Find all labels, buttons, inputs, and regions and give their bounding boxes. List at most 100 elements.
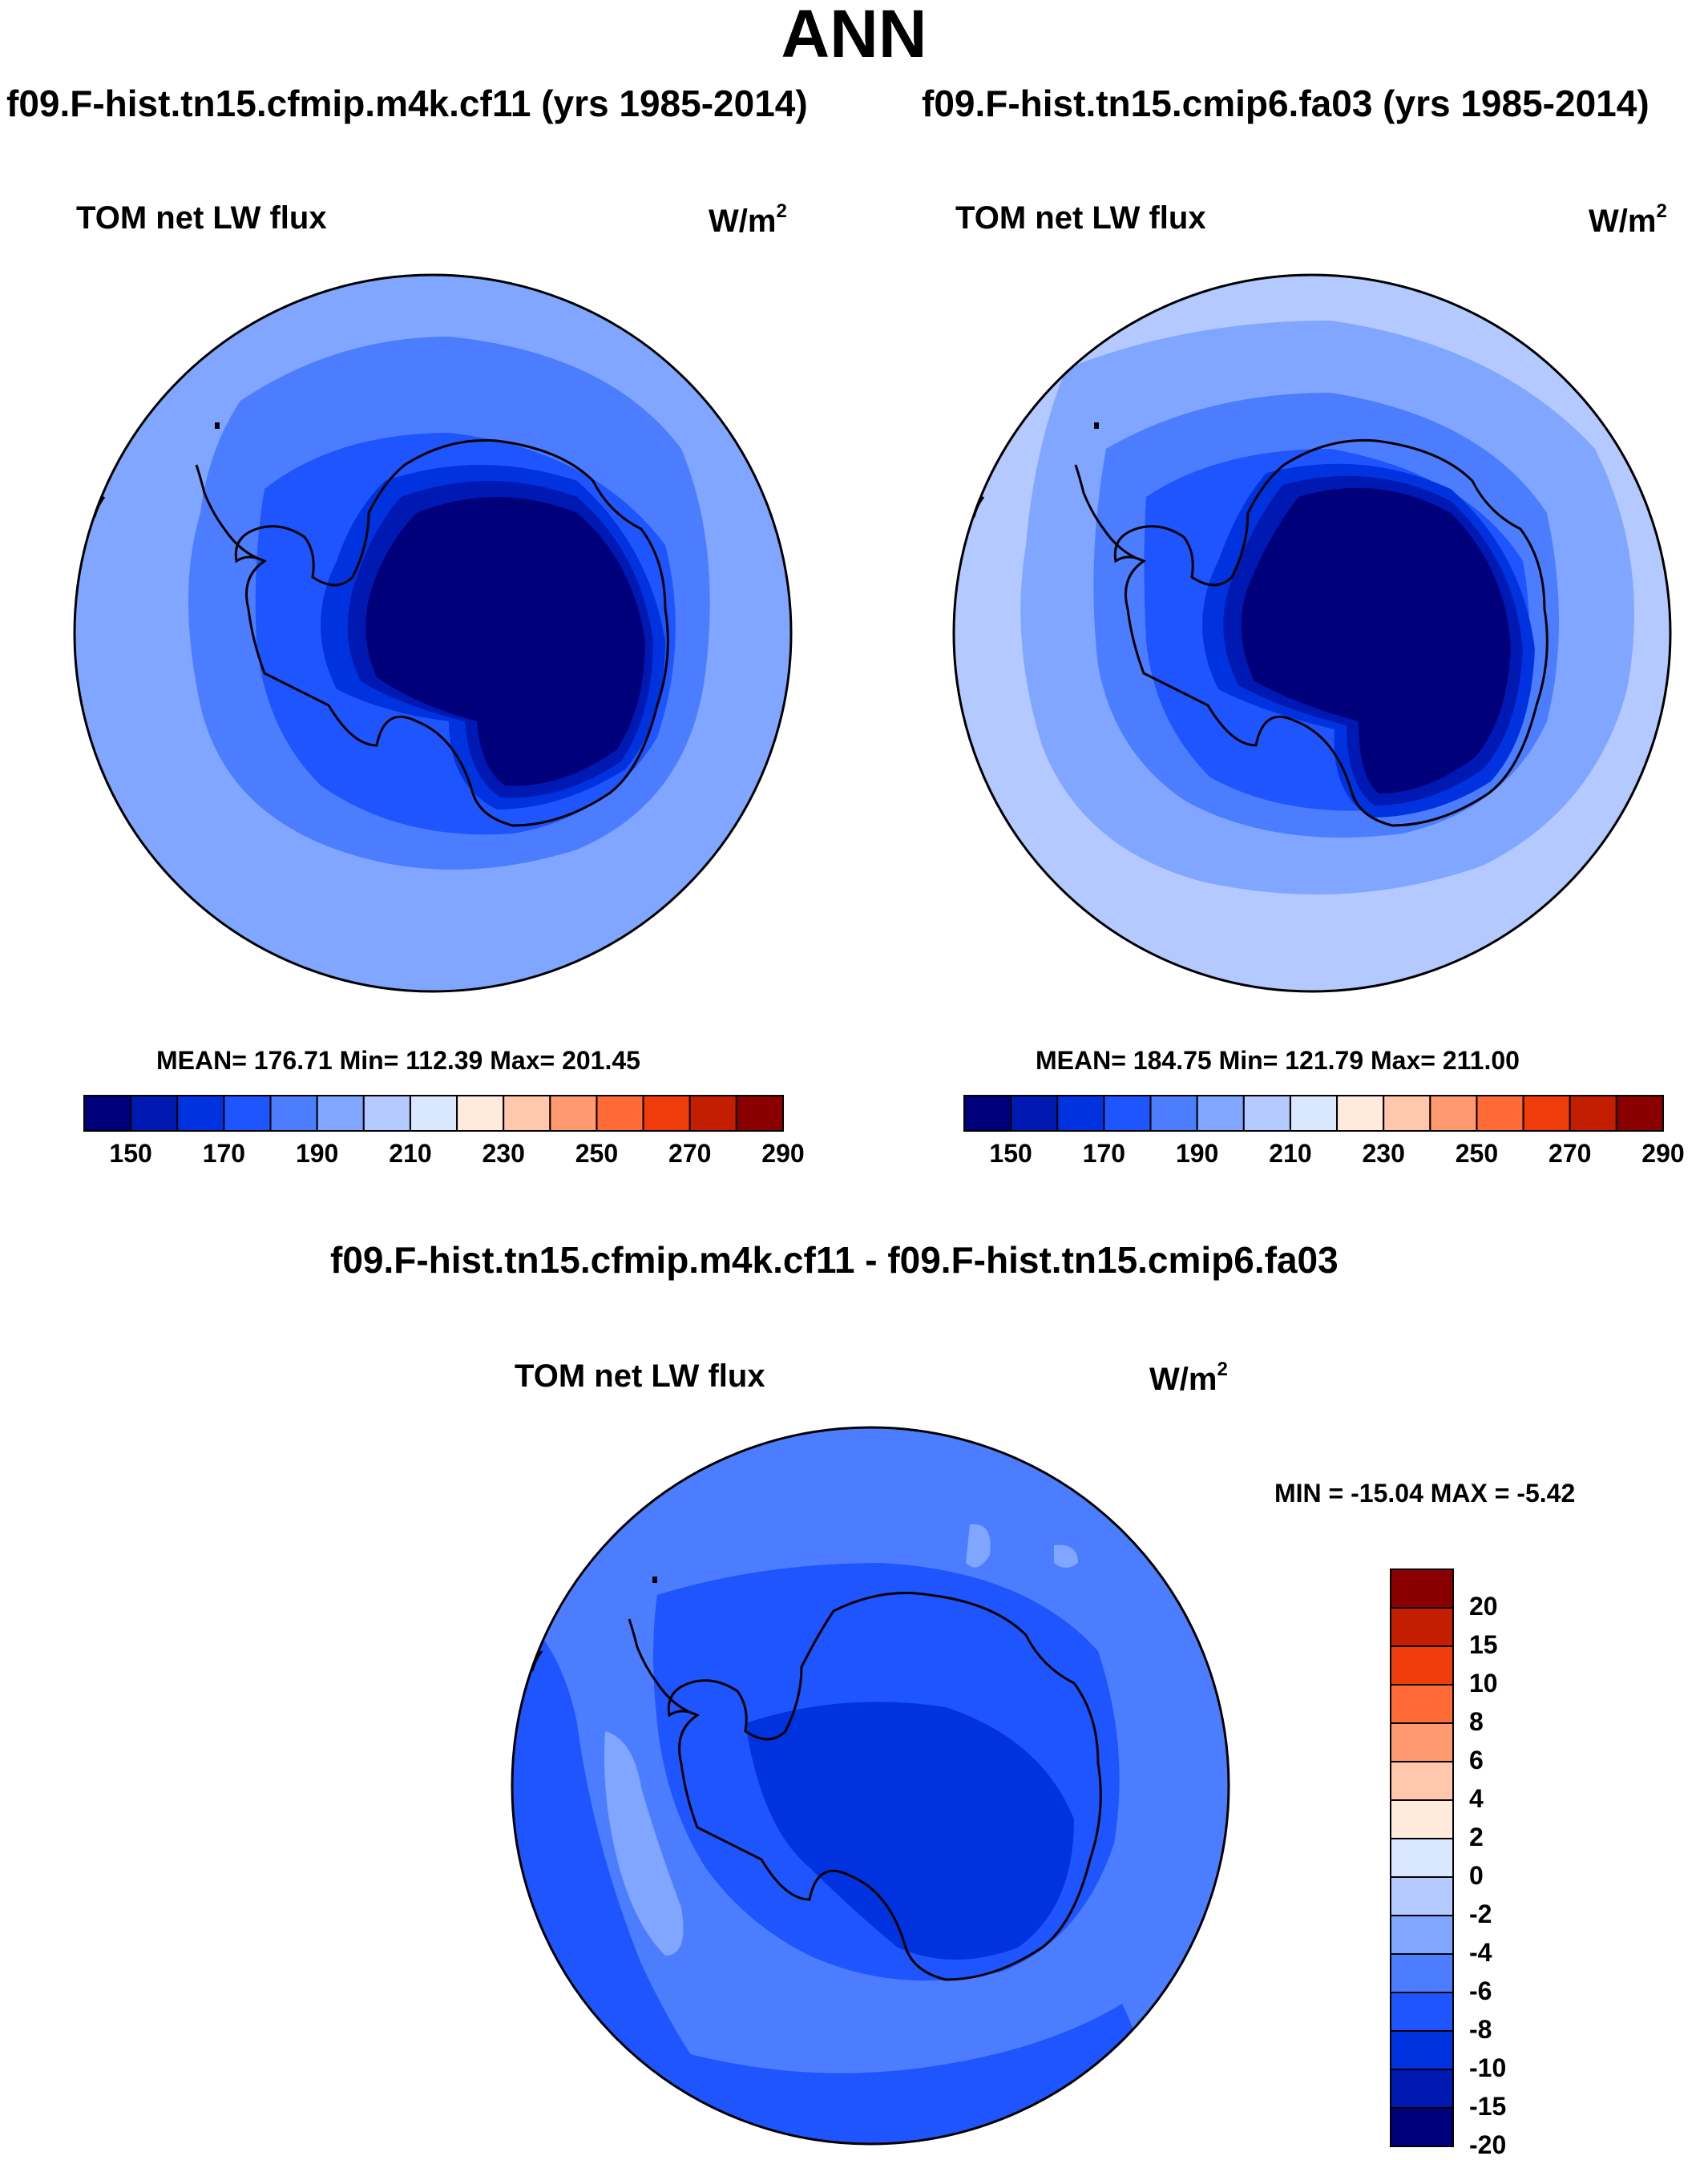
diff-antarctic-peninsula: [628, 1618, 698, 1717]
diff-colorbar-tick-label: -10: [1469, 2053, 1507, 2082]
diff-colorbar-swatch: [1390, 1953, 1454, 1993]
diff-colorbar-swatch: [1390, 1838, 1454, 1878]
panel1-stats: MEAN= 176.71 Min= 112.39 Max= 201.45: [156, 1046, 640, 1075]
colorbar-tick-label: 190: [1175, 1139, 1219, 1168]
colorbar-swatch: [1615, 1095, 1665, 1132]
colorbar-tick-label: 210: [1269, 1139, 1312, 1168]
panel2-antarctica-coastline: [1113, 438, 1549, 827]
colorbar-swatch: [503, 1095, 551, 1132]
diff-stats: MIN = -15.04 MAX = -5.42: [1274, 1479, 1576, 1508]
colorbar-swatch: [223, 1095, 272, 1132]
diff-colorbar-swatch: [1390, 2030, 1454, 2070]
panel1-antarctica-coastline: [234, 438, 669, 827]
diff-colorbar-swatch: [1390, 1992, 1454, 2032]
colorbar-swatch: [176, 1095, 225, 1132]
colorbar-swatch: [596, 1095, 644, 1132]
colorbar-swatch: [1336, 1095, 1385, 1132]
panel1-case-title: f09.F-hist.tn15.cfmip.m4k.cf11 (yrs 1985…: [6, 83, 808, 124]
diff-colorbar-swatch: [1390, 2069, 1454, 2109]
panel2-island: [1094, 422, 1099, 429]
diff-antarctica-coastline: [667, 1592, 1102, 1981]
panel1-field-core: [365, 497, 645, 786]
colorbar-tick-label: 230: [1362, 1139, 1405, 1168]
panel2-stats: MEAN= 184.75 Min= 121.79 Max= 211.00: [1036, 1046, 1520, 1075]
colorbar-swatch: [1522, 1095, 1571, 1132]
panel1-variable-label: TOM net LW flux: [76, 200, 327, 236]
diff-colorbar-tick-label: 0: [1469, 1861, 1484, 1890]
diff-field-ne-patch-1: [966, 1524, 991, 1568]
diff-field-ne-patch-2: [1054, 1544, 1078, 1568]
diff-colorbar-swatch: [1390, 1645, 1454, 1686]
diff-colorbar-tick-label: 4: [1469, 1784, 1484, 1813]
colorbar-tick-label: 150: [989, 1139, 1032, 1168]
diff-colorbar-tick-label: 15: [1469, 1630, 1498, 1659]
diff-colorbar-swatch: [1390, 1915, 1454, 1955]
diff-colorbar-tick-label: 6: [1469, 1746, 1484, 1774]
diff-colorbar-tick-label: -2: [1469, 1900, 1492, 1928]
panel1-map-border: [73, 273, 793, 993]
colorbar-tick-label: 230: [482, 1139, 525, 1168]
panel2-case-title: f09.F-hist.tn15.cmip6.fa03 (yrs 1985-201…: [922, 83, 1649, 124]
colorbar-swatch: [1196, 1095, 1245, 1132]
diff-colorbar-tick-label: -20: [1469, 2130, 1507, 2159]
diff-field-light-strip: [604, 1731, 684, 1956]
colorbar-swatch: [269, 1095, 318, 1132]
diff-colorbar-swatch: [1390, 1876, 1454, 1916]
colorbar-tick-label: 270: [668, 1139, 712, 1168]
colorbar-tick-label: 210: [389, 1139, 432, 1168]
panel1-island: [215, 422, 220, 429]
colorbar-swatch: [549, 1095, 598, 1132]
diff-colorbar-tick-label: 10: [1469, 1669, 1498, 1698]
colorbar-tick-label: 190: [295, 1139, 339, 1168]
diff-variable-label: TOM net LW flux: [515, 1359, 765, 1394]
diff-colorbar-swatch: [1390, 1799, 1454, 1839]
colorbar-tick-label: 270: [1549, 1139, 1592, 1168]
panel1-antarctic-peninsula: [195, 464, 265, 563]
panel1-units: W/m2: [709, 200, 787, 239]
colorbar-swatch: [362, 1095, 411, 1132]
colorbar-tick-label: 290: [1641, 1139, 1685, 1168]
colorbar-swatch: [1429, 1095, 1478, 1132]
colorbar-tick-label: 290: [761, 1139, 805, 1168]
panel2-variable-label: TOM net LW flux: [955, 200, 1206, 236]
colorbar-swatch: [1383, 1095, 1431, 1132]
colorbar-swatch: [1569, 1095, 1617, 1132]
colorbar-tick-label: 150: [109, 1139, 152, 1168]
main-title: ANN: [781, 0, 927, 71]
colorbar-tick-label: 250: [1455, 1139, 1499, 1168]
colorbar-swatch: [1289, 1095, 1339, 1132]
colorbar-swatch: [1242, 1095, 1291, 1132]
diff-colorbar-tick-label: -15: [1469, 2092, 1507, 2121]
diff-colorbar-tick-label: -4: [1469, 1938, 1492, 1967]
diff-title: f09.F-hist.tn15.cfmip.m4k.cf11 - f09.F-h…: [330, 1239, 1339, 1281]
diff-colorbar-swatch: [1390, 1607, 1454, 1647]
diff-colorbar-tick-label: 8: [1469, 1707, 1484, 1736]
diff-colorbar-swatch: [1390, 1761, 1454, 1801]
diff-island: [652, 1577, 657, 1583]
diff-map-border: [511, 1426, 1230, 2146]
colorbar-tick-label: 170: [1082, 1139, 1126, 1168]
diff-colorbar-swatch: [1390, 1722, 1454, 1762]
colorbar-swatch: [456, 1095, 505, 1132]
panel2-map-border: [952, 273, 1672, 993]
diff-colorbar-tick-label: 2: [1469, 1823, 1484, 1851]
diff-colorbar-swatch: [1390, 2107, 1454, 2147]
diff-units: W/m2: [1149, 1359, 1228, 1397]
diff-colorbar-swatch: [1390, 1684, 1454, 1724]
diff-colorbar-tick-label: 20: [1469, 1592, 1498, 1621]
colorbar-swatch: [688, 1095, 737, 1132]
diff-field-core: [745, 1702, 1074, 1960]
colorbar-swatch: [1056, 1095, 1105, 1132]
colorbar-tick-label: 250: [575, 1139, 619, 1168]
colorbar-swatch: [1149, 1095, 1198, 1132]
colorbar-swatch: [1010, 1095, 1059, 1132]
panel2-antarctic-peninsula: [1074, 464, 1145, 563]
panel2-units: W/m2: [1589, 200, 1667, 239]
colorbar-swatch: [83, 1095, 132, 1132]
panel2-field-core: [1241, 487, 1511, 793]
colorbar-tick-label: 170: [202, 1139, 246, 1168]
